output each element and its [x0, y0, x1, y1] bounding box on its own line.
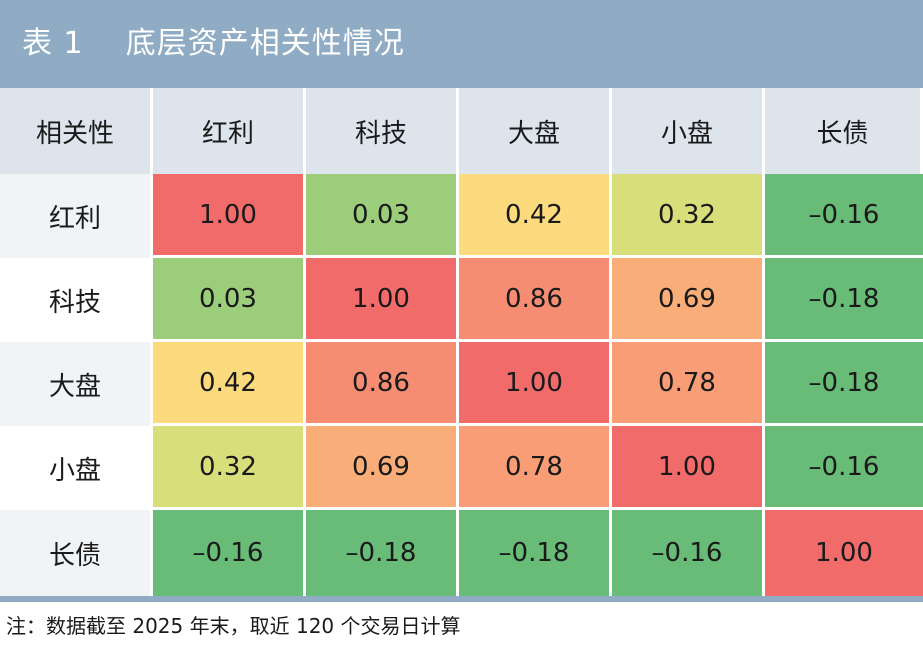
heatmap-cell-r4-c3: 0.78: [459, 426, 612, 510]
heatmap-cell-r2-c1: 0.03: [153, 258, 306, 342]
heatmap-cell-r3-c2: 0.86: [306, 342, 459, 426]
heatmap-cell-r1-c3: 0.42: [459, 174, 612, 258]
heatmap-cell-r2-c5: –0.18: [765, 258, 923, 342]
corner-label: 相关性: [0, 88, 153, 174]
heatmap-cell-r2-c3: 0.86: [459, 258, 612, 342]
heatmap-cell-r3-c4: 0.78: [612, 342, 765, 426]
heatmap-cell-r1-c4: 0.32: [612, 174, 765, 258]
column-header-1: 红利: [153, 88, 306, 174]
correlation-table: 相关性 红利 科技 大盘 小盘 长债 红利 1.00 0.03 0.42 0.32 –0.16 科技 0.…: [0, 88, 923, 596]
heatmap-cell-r5-c3: –0.18: [459, 510, 612, 596]
column-header-2: 科技: [306, 88, 459, 174]
row-label-1: 红利: [0, 174, 153, 258]
row-label-3: 大盘: [0, 342, 153, 426]
heatmap-cell-r2-c4: 0.69: [612, 258, 765, 342]
heatmap-cell-r5-c4: –0.16: [612, 510, 765, 596]
heatmap-cell-r2-c2: 1.00: [306, 258, 459, 342]
heatmap-cell-r1-c5: –0.16: [765, 174, 923, 258]
column-header-3: 大盘: [459, 88, 612, 174]
row-label-5: 长债: [0, 510, 153, 596]
heatmap-cell-r3-c5: –0.18: [765, 342, 923, 426]
row-label-4: 小盘: [0, 426, 153, 510]
bottom-rule: [0, 596, 923, 602]
heatmap-cell-r5-c2: –0.18: [306, 510, 459, 596]
heatmap-cell-r1-c1: 1.00: [153, 174, 306, 258]
heatmap-cell-r5-c1: –0.16: [153, 510, 306, 596]
heatmap-cell-r3-c3: 1.00: [459, 342, 612, 426]
heatmap-cell-r4-c1: 0.32: [153, 426, 306, 510]
row-label-2: 科技: [0, 258, 153, 342]
heatmap-cell-r1-c2: 0.03: [306, 174, 459, 258]
heatmap-cell-r4-c5: –0.16: [765, 426, 923, 510]
heatmap-cell-r4-c4: 1.00: [612, 426, 765, 510]
table-title: 表 1 底层资产相关性情况: [22, 26, 405, 61]
heatmap-cell-r4-c2: 0.69: [306, 426, 459, 510]
heatmap-cell-r5-c5: 1.00: [765, 510, 923, 596]
heatmap-cell-r3-c1: 0.42: [153, 342, 306, 426]
title-bar: 表 1 底层资产相关性情况: [0, 0, 923, 88]
column-header-5: 长债: [765, 88, 923, 174]
footnote: 注：数据截至 2025 年末，取近 120 个交易日计算: [6, 614, 461, 638]
column-header-4: 小盘: [612, 88, 765, 174]
